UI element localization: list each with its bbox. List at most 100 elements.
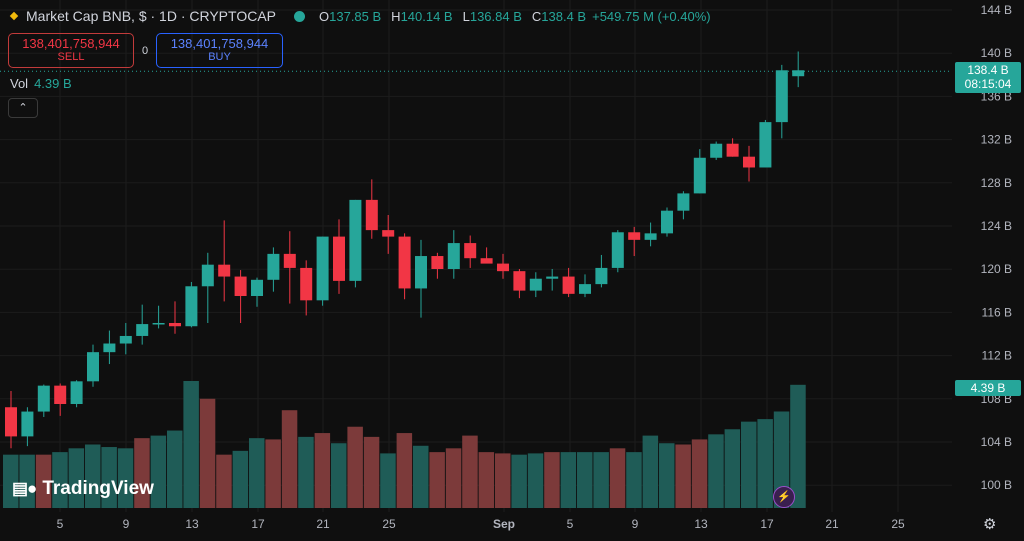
candle-body xyxy=(152,323,165,325)
close-value: 138.4 B xyxy=(541,8,587,24)
volume-bar xyxy=(691,439,708,508)
tradingview-wordmark: TradingView xyxy=(42,478,154,499)
sell-label: SELL xyxy=(57,51,85,63)
candle-body xyxy=(251,279,263,296)
volume-bar xyxy=(724,429,741,508)
y-axis-tick-label: 128 B xyxy=(981,176,1012,190)
candle-body xyxy=(611,232,624,268)
candle-body xyxy=(644,233,657,240)
collapse-legend-button[interactable]: ⌃ xyxy=(8,98,38,118)
volume-bar xyxy=(232,450,249,508)
volume-bar xyxy=(249,438,265,508)
volume-bar xyxy=(544,452,560,508)
volume-bar xyxy=(675,444,691,508)
last-price: 138.4 B xyxy=(967,63,1009,77)
candle-body xyxy=(283,253,296,268)
volume-bar xyxy=(331,443,347,508)
open-value: 137.85 B xyxy=(329,8,382,24)
y-axis-tick-label: 104 B xyxy=(981,435,1012,449)
last-price-tag: 138.4 B 08:15:04 xyxy=(955,62,1021,93)
candle-body xyxy=(497,263,509,272)
volume-bar xyxy=(167,430,183,508)
volume-bar xyxy=(3,454,19,508)
volume-bar xyxy=(495,453,511,508)
candle-body xyxy=(743,156,755,168)
bar-countdown: 08:15:04 xyxy=(964,77,1012,91)
x-axis-tick-label: 5 xyxy=(567,517,574,531)
lightning-icon[interactable]: ⚡ xyxy=(773,486,795,508)
x-axis-tick-label: 9 xyxy=(632,517,639,531)
x-axis-tick-label: 17 xyxy=(251,517,265,531)
volume-bar xyxy=(265,439,281,508)
candle-body xyxy=(595,267,608,285)
volume-bar xyxy=(593,452,609,508)
x-axis-tick-label: 9 xyxy=(123,517,130,531)
buy-price: 138,401,758,944 xyxy=(170,36,269,51)
candle-body xyxy=(169,323,181,327)
candle-body xyxy=(562,276,575,294)
volume-bar xyxy=(314,433,331,508)
sell-price: 138,401,758,944 xyxy=(22,36,120,51)
candle-body xyxy=(579,284,591,294)
volume-bar xyxy=(429,452,445,508)
x-axis-tick-label: 25 xyxy=(891,517,905,531)
volume-bar xyxy=(52,452,68,508)
chart-legend: Market Cap BNB, $ · 1D · CRYPTOCAP O 137.… xyxy=(8,8,711,24)
volume-bar xyxy=(626,452,642,508)
spread-value: 0 xyxy=(141,44,149,57)
volume-bar xyxy=(68,448,85,508)
candle-body xyxy=(628,232,641,240)
tradingview-logo[interactable]: ▤● TradingView xyxy=(12,478,154,500)
candle-body xyxy=(201,264,214,287)
y-axis-tick-label: 124 B xyxy=(981,219,1012,233)
candle-body xyxy=(267,253,280,280)
candle-body xyxy=(218,264,231,277)
buy-label: BUY xyxy=(208,51,231,63)
candle-body xyxy=(103,343,116,353)
volume-bar xyxy=(462,435,478,508)
candle-body xyxy=(661,210,673,234)
candle-body xyxy=(546,276,559,279)
volume-bar xyxy=(527,453,544,508)
x-axis-tick-label: 13 xyxy=(185,517,199,531)
bnb-logo-icon xyxy=(9,11,19,21)
volume-bar xyxy=(298,436,314,508)
volume-bar xyxy=(363,436,380,508)
candle-body xyxy=(234,276,247,296)
candle-body xyxy=(775,70,788,123)
volume-bar xyxy=(347,426,363,508)
sell-button[interactable]: 138,401,758,944 SELL xyxy=(8,33,134,68)
candle-body xyxy=(529,278,542,291)
candle-body xyxy=(710,143,723,158)
low-value: 136.84 B xyxy=(469,8,522,24)
volume-bar xyxy=(609,448,626,508)
volume-legend: Vol 4.39 B xyxy=(10,76,72,91)
close-label: C xyxy=(531,8,542,24)
candle-body xyxy=(37,385,50,412)
volume-bar xyxy=(773,411,790,508)
candle-body xyxy=(792,70,805,77)
x-axis-tick-label: 21 xyxy=(825,517,839,531)
trade-buttons: 138,401,758,944 SELL 0 138,401,758,944 B… xyxy=(8,33,283,68)
candle-body xyxy=(431,256,444,269)
volume-bar xyxy=(478,452,495,508)
volume-value: 4.39 B xyxy=(34,76,72,91)
volume-bar xyxy=(642,435,659,508)
candle-body xyxy=(70,381,83,404)
volume-bar xyxy=(790,384,806,508)
buy-button[interactable]: 138,401,758,944 BUY xyxy=(156,33,283,68)
gear-icon[interactable]: ⚙ xyxy=(983,516,997,533)
volume-bar xyxy=(741,421,757,508)
candle-body xyxy=(185,286,198,327)
candle-body xyxy=(759,122,772,168)
candle-body xyxy=(398,236,411,289)
candle-body xyxy=(447,243,460,269)
candle-body xyxy=(349,199,362,281)
candle-body xyxy=(87,352,99,382)
volume-bar xyxy=(659,443,675,508)
high-label: H xyxy=(391,8,401,24)
volume-bar xyxy=(380,453,396,508)
volume-bar xyxy=(511,454,527,508)
volume-bar xyxy=(134,438,150,508)
